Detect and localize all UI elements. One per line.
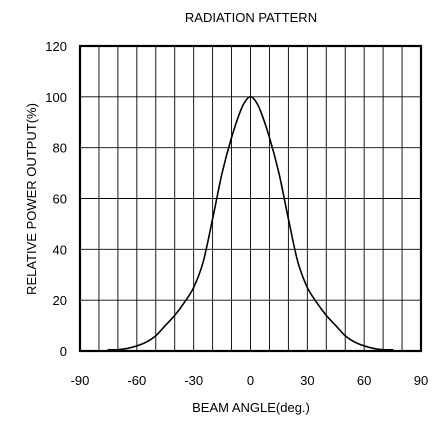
y-axis-label: RELATIVE POWER OUTPUT(%) xyxy=(24,103,39,295)
y-tick-label: 20 xyxy=(53,293,67,308)
x-tick-label: 30 xyxy=(300,373,314,388)
plot-frame xyxy=(78,44,423,353)
x-tick-label: -90 xyxy=(71,373,90,388)
x-tick-label: 0 xyxy=(247,373,254,388)
x-tick-label: -60 xyxy=(127,373,146,388)
x-tick-label: 90 xyxy=(414,373,428,388)
y-tick-label: 60 xyxy=(53,192,67,207)
x-axis-label: BEAM ANGLE(deg.) xyxy=(192,400,310,415)
x-tick-labels: -90 -60 -30 0 30 60 90 xyxy=(71,373,429,388)
series-line xyxy=(107,96,394,351)
y-tick-label: 40 xyxy=(53,242,67,257)
y-tick-label: 120 xyxy=(45,39,67,54)
y-tick-labels: 0 20 40 60 80 100 120 xyxy=(45,39,67,359)
x-tick-label: 60 xyxy=(357,373,371,388)
x-tick-label: -30 xyxy=(184,373,203,388)
y-tick-label: 100 xyxy=(45,90,67,105)
chart-title: RADIATION PATTERN xyxy=(185,10,317,25)
y-tick-label: 0 xyxy=(60,344,67,359)
grid-layer xyxy=(80,46,421,351)
y-tick-label: 80 xyxy=(53,141,67,156)
